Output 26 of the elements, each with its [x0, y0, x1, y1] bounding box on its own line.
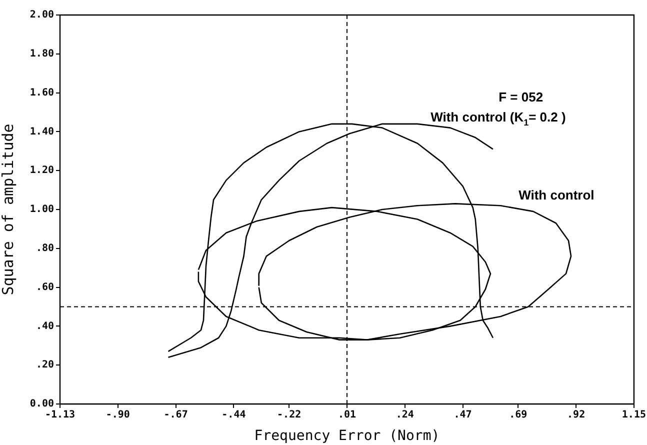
y-tick-label: 2.00 [30, 10, 54, 21]
annotation: With control [518, 187, 594, 202]
annotation: F = 052 [498, 89, 544, 104]
y-tick-label: .80 [36, 242, 54, 254]
x-axis-title: Frequency Error (Norm) [254, 428, 440, 444]
x-tick-label: -.44 [222, 410, 246, 421]
x-tick-label: -.67 [164, 410, 188, 421]
x-tick-label: -1.13 [44, 410, 76, 421]
x-tick-label: .92 [567, 410, 586, 421]
y-tick-label: 1.60 [30, 87, 54, 98]
y-tick-label: 1.40 [30, 126, 54, 138]
y-tick-label: 1.80 [30, 48, 54, 60]
y-tick-label: 1.20 [30, 165, 54, 176]
x-tick-label: .24 [396, 410, 414, 421]
x-tick-label: 1.15 [622, 410, 646, 421]
x-tick-label: .01 [338, 410, 356, 421]
y-tick-label: 0.00 [30, 398, 54, 410]
x-tick-label: -.90 [106, 410, 130, 421]
y-tick-label: .40 [36, 320, 54, 332]
x-tick-label: .47 [454, 410, 472, 421]
y-tick-label: .60 [36, 282, 54, 293]
y-tick-label: .20 [36, 360, 54, 371]
x-tick-label: -.22 [277, 410, 302, 421]
y-tick-label: 1.00 [30, 204, 54, 216]
y-axis-title: Square of amplitude [0, 124, 17, 296]
x-tick-label: .69 [509, 410, 528, 421]
